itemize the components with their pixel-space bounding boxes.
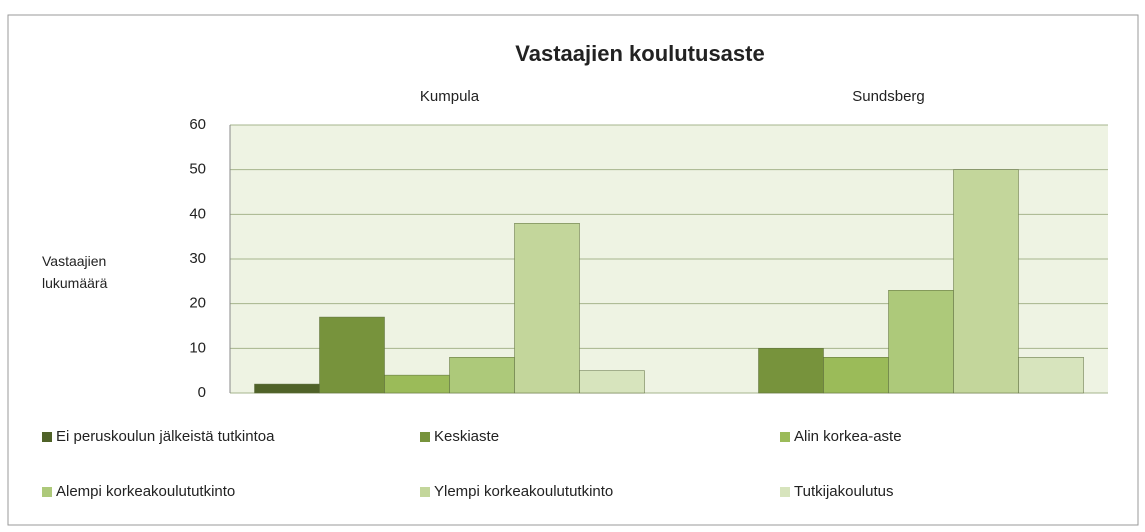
- legend-swatch: [780, 432, 790, 442]
- y-tick-label: 10: [189, 339, 206, 356]
- category-label: Kumpula: [420, 88, 480, 105]
- bar: [449, 357, 515, 394]
- y-tick-label: 60: [189, 116, 206, 133]
- legend-swatch: [42, 487, 52, 497]
- chart-title: Vastaajien koulutusaste: [515, 41, 764, 66]
- legend-swatch: [420, 432, 430, 442]
- y-tick-label: 0: [198, 384, 206, 401]
- y-tick-label: 40: [189, 205, 206, 222]
- category-label: Sundsberg: [852, 88, 925, 105]
- legend-label: Alin korkea-aste: [794, 428, 902, 445]
- y-tick-label: 20: [189, 295, 206, 312]
- legend-swatch: [42, 432, 52, 442]
- y-axis-label: Vastaajien lukumäärä: [42, 253, 108, 291]
- legend-label: Alempi korkeakoulututkinto: [56, 483, 235, 500]
- legend-label: Keskiaste: [434, 428, 499, 445]
- y-tick-label: 50: [189, 161, 206, 178]
- bar: [384, 374, 450, 394]
- bar: [823, 357, 889, 394]
- y-tick-label: 30: [189, 250, 206, 267]
- bar: [514, 223, 580, 394]
- bar: [254, 383, 320, 394]
- bar: [888, 290, 954, 394]
- bar: [579, 370, 645, 394]
- bar: [953, 169, 1019, 394]
- legend-label: Ylempi korkeakoulututkinto: [434, 483, 613, 500]
- bar: [758, 348, 824, 394]
- legend-label: Ei peruskoulun jälkeistä tutkintoa: [56, 428, 275, 445]
- legend-swatch: [780, 487, 790, 497]
- legend-label: Tutkijakoulutus: [794, 483, 894, 500]
- bar: [1018, 357, 1084, 394]
- bar: [319, 316, 385, 394]
- legend-swatch: [420, 487, 430, 497]
